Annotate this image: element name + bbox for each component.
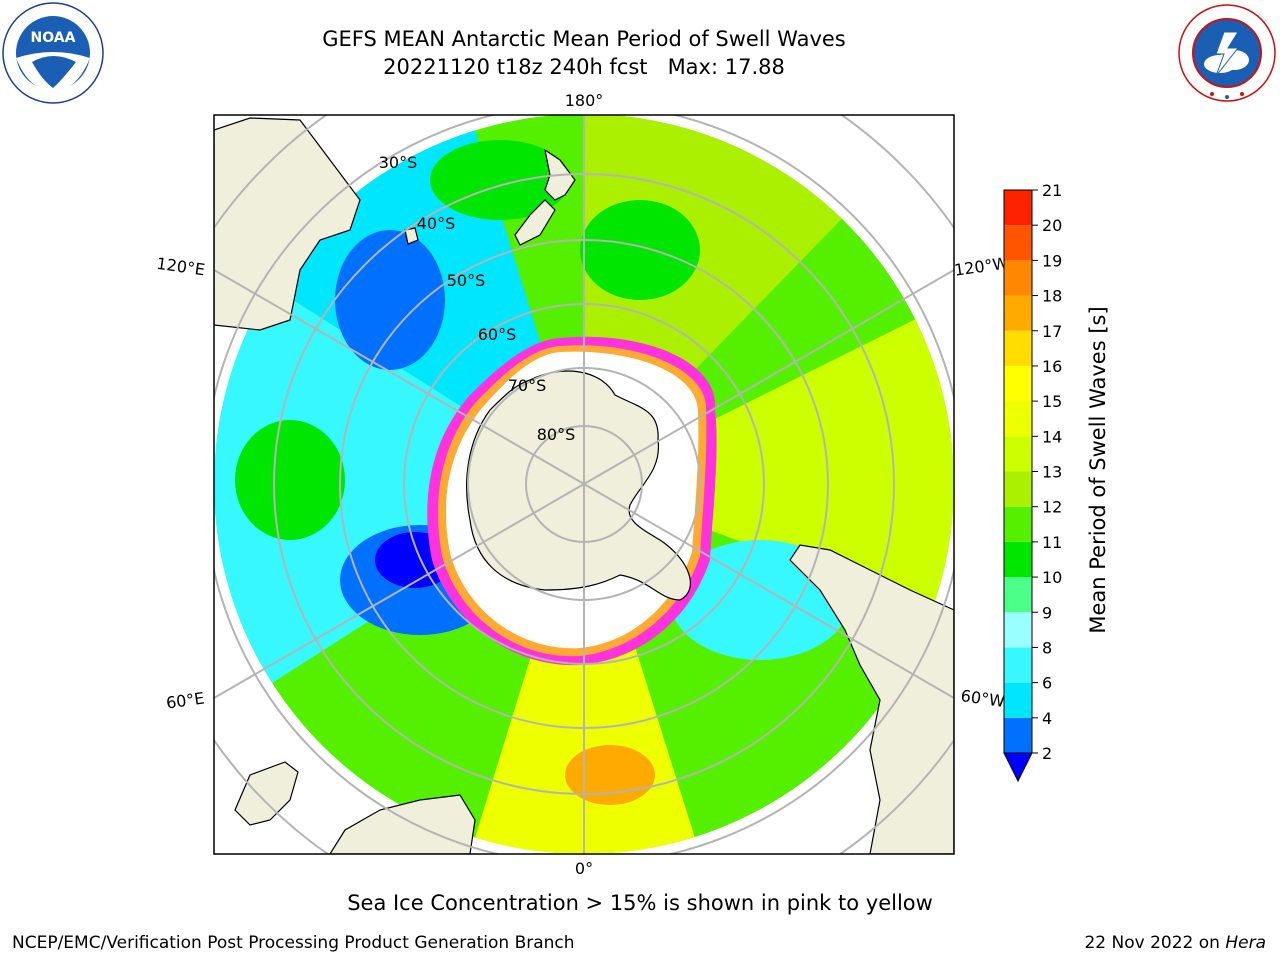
australia-landmass xyxy=(214,117,361,331)
sea-ice-note: Sea Ice Concentration > 15% is shown in … xyxy=(347,891,933,915)
colorbar-segments xyxy=(1003,189,1033,783)
colorbar-tick-label: 10 xyxy=(1042,568,1062,587)
noaa-logo-text: NOAA xyxy=(31,30,76,46)
colorbar-segment xyxy=(1004,541,1032,578)
lat-label-70s: 70°S xyxy=(508,376,547,395)
colorbar-tick-label: 2 xyxy=(1042,744,1052,763)
colorbar-tick-label: 6 xyxy=(1042,674,1052,693)
colorbar-segment xyxy=(1004,295,1032,331)
nws-logo xyxy=(1178,4,1276,102)
lon-label-0: 0° xyxy=(575,859,593,878)
meridian-lines xyxy=(214,115,954,854)
colorbar-tick-label: 15 xyxy=(1042,392,1062,411)
lon-label-180: 180° xyxy=(565,91,604,110)
colorbar-tick-label: 20 xyxy=(1042,216,1062,235)
colorbar-tick-label: 11 xyxy=(1042,533,1062,552)
colorbar-segment xyxy=(1004,330,1032,366)
colorbar-tick-label: 19 xyxy=(1042,251,1062,270)
colorbar-tick-label: 13 xyxy=(1042,463,1062,482)
colorbar-tick-label: 8 xyxy=(1042,638,1052,657)
noaa-logo: NOAA xyxy=(2,2,104,104)
colorbar-ticks: 2 4 6 8 9 10 11 12 13 14 15 16 17 18 19 20 21 xyxy=(1032,181,1062,763)
lat-label-50s: 50°S xyxy=(447,271,486,290)
africa-landmass xyxy=(329,794,476,854)
colorbar-under-extension xyxy=(1003,752,1033,783)
colorbar-label: Mean Period of Swell Waves [s] xyxy=(1086,306,1110,634)
lat-label-80s: 80°S xyxy=(537,425,576,444)
colorbar-segment xyxy=(1004,401,1032,437)
colorbar-segment xyxy=(1004,577,1032,613)
colorbar-tick-label: 21 xyxy=(1042,181,1062,200)
colorbar-tick-label: 14 xyxy=(1042,427,1062,446)
lon-label-120e: 120°E xyxy=(155,254,206,280)
colorbar-segment xyxy=(1004,506,1032,542)
madagascar-landmass xyxy=(234,761,299,826)
antarctica-landmass xyxy=(466,370,691,601)
colorbar-tick-label: 4 xyxy=(1042,709,1052,728)
colorbar-segment xyxy=(1004,471,1032,507)
footer-date: 22 Nov 2022 on Hera xyxy=(1084,933,1266,953)
chart-subtitle: 20221120 t18z 240h fcst Max: 17.88 xyxy=(383,55,785,79)
lat-label-30s: 30°S xyxy=(379,153,418,172)
tasmania-landmass xyxy=(404,227,419,245)
colorbar-segment xyxy=(1004,260,1032,296)
lat-label-60s: 60°S xyxy=(478,325,517,344)
footer-host: Hera xyxy=(1225,933,1266,953)
lon-label-60e: 60°E xyxy=(165,688,206,712)
colorbar-segment xyxy=(1004,682,1032,718)
colorbar-tick-label: 16 xyxy=(1042,357,1062,376)
south-america-landmass xyxy=(789,544,954,854)
colorbar-tick-label: 9 xyxy=(1042,603,1052,622)
colorbar-segment xyxy=(1004,225,1032,261)
footer-date-text: 22 Nov 2022 on xyxy=(1084,933,1220,953)
map-frame xyxy=(213,114,955,855)
colorbar-tick-label: 17 xyxy=(1042,322,1062,341)
colorbar-segment xyxy=(1004,612,1032,648)
colorbar: 2 4 6 8 9 10 11 12 13 14 15 16 17 18 19 20 21 xyxy=(1003,181,1062,783)
colorbar-tick-label: 12 xyxy=(1042,498,1062,517)
colorbar-segment xyxy=(1004,365,1032,402)
colorbar-tick-label: 18 xyxy=(1042,287,1062,306)
footer-credit: NCEP/EMC/Verification Post Processing Pr… xyxy=(12,933,575,953)
colorbar-segment xyxy=(1004,647,1032,683)
colorbar-segment xyxy=(1004,436,1032,472)
colorbar-segment xyxy=(1004,190,1032,226)
colorbar-segment xyxy=(1004,717,1032,753)
chart-title: GEFS MEAN Antarctic Mean Period of Swell… xyxy=(322,27,846,51)
lat-label-40s: 40°S xyxy=(417,214,456,233)
new-zealand-south-island xyxy=(514,199,556,246)
